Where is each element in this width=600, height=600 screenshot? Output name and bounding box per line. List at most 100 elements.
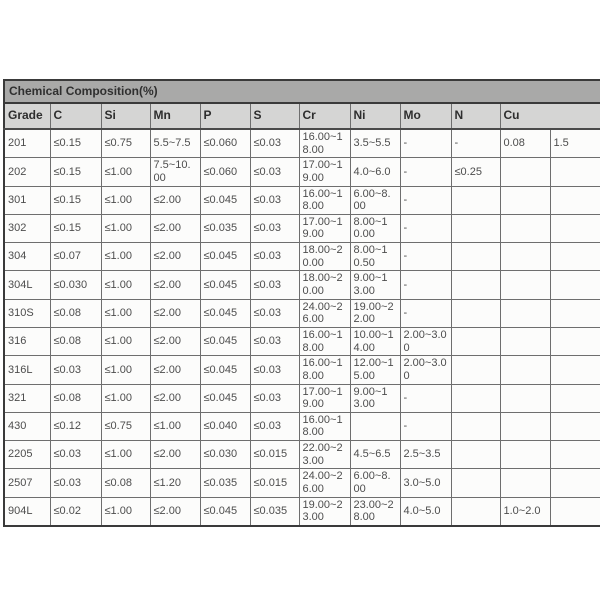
value-cell: 19.00~23.00 (298, 496, 351, 527)
column-header-cr: Cr (298, 102, 351, 130)
value-cell: ≤2.00 (149, 213, 201, 244)
value-cell (499, 440, 551, 470)
value-cell: ≤0.03 (249, 383, 300, 413)
value-cell: ≤0.03 (249, 242, 300, 272)
grade-cell: 316L (3, 355, 51, 385)
value-cell: ≤0.03 (249, 185, 300, 215)
value-cell: 18.00~20.00 (298, 270, 351, 300)
value-cell: 4.5~6.5 (349, 440, 401, 470)
chemical-composition-table-container: Chemical Composition(%) Grade C Si Mn P S Cr Ni… (3, 79, 600, 527)
value-cell: - (399, 242, 452, 272)
value-cell (450, 298, 501, 328)
table-row-302: 302 ≤0.15 ≤1.00 ≤2.00 ≤0.035 ≤0.03 17.00~19.00… (3, 213, 600, 244)
value-cell (450, 213, 501, 244)
value-cell (499, 185, 551, 215)
value-cell: ≤0.08 (49, 326, 102, 357)
table-row-201: 201 ≤0.15 ≤0.75 5.5~7.5 ≤0.060 ≤0.03 16.00~18.… (3, 128, 600, 159)
value-cell: ≤0.030 (199, 440, 251, 470)
value-cell: ≤0.15 (49, 157, 102, 187)
value-cell: 1.0~2.0 (499, 496, 551, 527)
value-cell: 16.00~18.00 (298, 185, 351, 215)
value-cell: 18.00~20.00 (298, 242, 351, 272)
value-cell: 3.5~5.5 (349, 128, 401, 159)
value-cell: ≤0.03 (249, 326, 300, 357)
value-cell (349, 411, 401, 442)
value-cell (499, 411, 551, 442)
chemical-composition-table: Chemical Composition(%) Grade C Si Mn P S Cr Ni… (3, 79, 600, 527)
value-cell: ≤1.20 (149, 468, 201, 498)
value-cell: ≤0.03 (249, 355, 300, 385)
value-cell: 10.00~14.00 (349, 326, 401, 357)
value-cell: 16.00~18.00 (298, 128, 351, 159)
value-cell: 0.08 (499, 128, 551, 159)
value-cell: ≤0.045 (199, 185, 251, 215)
value-cell: 6.00~8.00 (349, 468, 401, 498)
table-title-row: Chemical Composition(%) (3, 79, 600, 104)
value-cell: ≤1.00 (100, 185, 151, 215)
table-row-316: 316 ≤0.08 ≤1.00 ≤2.00 ≤0.045 ≤0.03 16.00~18.00… (3, 326, 600, 357)
value-cell: ≤0.15 (49, 213, 102, 244)
column-header-s: S (249, 102, 300, 130)
value-cell: 8.00~10.00 (349, 213, 401, 244)
value-cell: ≤0.75 (100, 411, 151, 442)
table-row-304l: 304L ≤0.030 ≤1.00 ≤2.00 ≤0.045 ≤0.03 18.00~20.… (3, 270, 600, 300)
value-cell (450, 185, 501, 215)
value-cell: 8.00~10.50 (349, 242, 401, 272)
value-cell: 2.5~3.5 (399, 440, 452, 470)
value-cell: ≤0.045 (199, 298, 251, 328)
value-cell: ≤0.035 (249, 496, 300, 527)
table-row-202: 202 ≤0.15 ≤1.00 7.5~10.00 ≤0.060 ≤0.03 17.00~1… (3, 157, 600, 187)
value-cell (499, 157, 551, 187)
value-cell: 22.00~23.00 (298, 440, 351, 470)
value-cell (549, 355, 600, 385)
value-cell: 17.00~19.00 (298, 157, 351, 187)
table-row-304: 304 ≤0.07 ≤1.00 ≤2.00 ≤0.045 ≤0.03 18.00~20.00… (3, 242, 600, 272)
value-cell (549, 185, 600, 215)
value-cell: ≤0.040 (199, 411, 251, 442)
value-cell (450, 468, 501, 498)
value-cell: 2.00~3.00 (399, 355, 452, 385)
table-row-430: 430 ≤0.12 ≤0.75 ≤1.00 ≤0.040 ≤0.03 16.00~18.00… (3, 411, 600, 442)
value-cell: ≤0.08 (49, 298, 102, 328)
grade-cell: 202 (3, 157, 51, 187)
column-header-n: N (450, 102, 501, 130)
column-header-mn: Mn (149, 102, 201, 130)
value-cell: ≤0.045 (199, 496, 251, 527)
value-cell: ≤2.00 (149, 185, 201, 215)
value-cell: 6.00~8.00 (349, 185, 401, 215)
value-cell: 24.00~26.00 (298, 298, 351, 328)
value-cell: 5.5~7.5 (149, 128, 201, 159)
value-cell: ≤0.03 (49, 355, 102, 385)
value-cell: - (399, 185, 452, 215)
value-cell: ≤2.00 (149, 326, 201, 357)
grade-cell: 301 (3, 185, 51, 215)
value-cell: - (399, 270, 452, 300)
value-cell: ≤0.03 (249, 298, 300, 328)
grade-cell: 2205 (3, 440, 51, 470)
value-cell: ≤0.03 (249, 411, 300, 442)
value-cell: ≤2.00 (149, 496, 201, 527)
value-cell: 19.00~22.00 (349, 298, 401, 328)
table-row-904l: 904L ≤0.02 ≤1.00 ≤2.00 ≤0.045 ≤0.035 19.00~23.… (3, 496, 600, 527)
value-cell (549, 326, 600, 357)
value-cell: ≤0.045 (199, 270, 251, 300)
value-cell: ≤0.03 (49, 440, 102, 470)
value-cell: ≤1.00 (100, 496, 151, 527)
grade-cell: 2507 (3, 468, 51, 498)
value-cell: ≤1.00 (100, 355, 151, 385)
value-cell: ≤0.045 (199, 355, 251, 385)
value-cell: 1.5 (549, 128, 600, 159)
table-row-321: 321 ≤0.08 ≤1.00 ≤2.00 ≤0.045 ≤0.03 17.00~19.00… (3, 383, 600, 413)
value-cell: - (399, 128, 452, 159)
value-cell: 9.00~13.00 (349, 270, 401, 300)
table-row-2507: 2507 ≤0.03 ≤0.08 ≤1.20 ≤0.035 ≤0.015 24.00~26.… (3, 468, 600, 498)
value-cell: 23.00~28.00 (349, 496, 401, 527)
value-cell: - (399, 411, 452, 442)
column-header-si: Si (100, 102, 151, 130)
value-cell: 16.00~18.00 (298, 326, 351, 357)
value-cell: 16.00~18.00 (298, 411, 351, 442)
value-cell (549, 468, 600, 498)
value-cell: - (399, 383, 452, 413)
value-cell: ≤0.045 (199, 326, 251, 357)
